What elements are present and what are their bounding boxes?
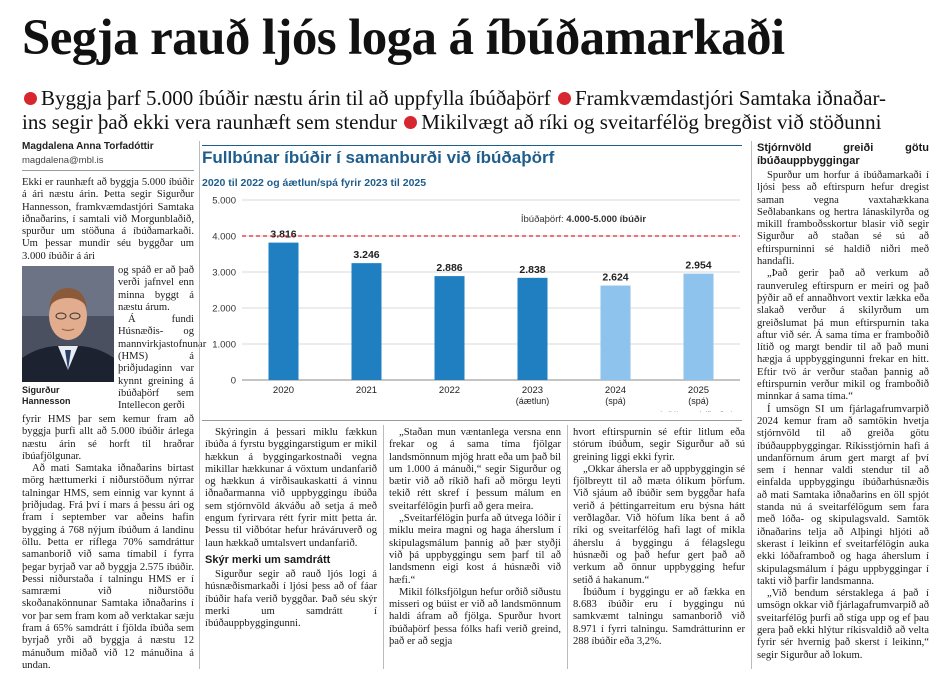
chart-source: Heimild/Samtök iðnaðarins	[651, 410, 740, 412]
x-tick-label: 2025	[688, 385, 709, 396]
subhead-point-2: Framkvæmdastjóri Samtaka iðnaðar-	[575, 86, 887, 110]
subhead-point-3: Mikilvægt að ríki og sveitarfélög bregði…	[421, 110, 882, 134]
column-divider	[567, 425, 568, 669]
data-label: 2.886	[436, 262, 462, 274]
chart-bottom-rule	[202, 420, 742, 421]
paragraph: Skýringin á þessari miklu fækkun íbúða á…	[205, 427, 377, 549]
section-heading: Stjórnvöld greiði götu íbúðauppbyggingar	[757, 142, 929, 167]
photo-caption: Sigurður Hannesson	[22, 385, 112, 407]
article-column-1-side: og spáð er að það verði jafnvel enn minn…	[118, 265, 207, 413]
paragraph: Ekki er raunhæft að byggja 5.000 íbúðir …	[22, 177, 194, 262]
data-label: 2.838	[519, 264, 545, 276]
data-label: 3.246	[353, 249, 379, 261]
bar	[517, 277, 548, 380]
x-tick-label: 2020	[273, 385, 294, 396]
column-divider	[383, 425, 384, 669]
x-tick-sublabel: (spá)	[605, 396, 626, 406]
chart-subtitle: 2020 til 2022 og áætlun/spá fyrir 2023 t…	[202, 177, 427, 189]
bar	[600, 285, 631, 380]
article-column-1: Ekki er raunhæft að byggja 5.000 íbúðir …	[22, 177, 194, 263]
data-label: 3.816	[270, 229, 296, 241]
paragraph: Í umsögn SI um fjárlagafrumvarpið 2024 k…	[757, 403, 929, 587]
y-tick-label: 2.000	[212, 304, 236, 315]
y-tick-label: 4.000	[212, 232, 236, 243]
x-tick-sublabel: (spá)	[688, 396, 709, 406]
article-column-5: Stjórnvöld greiði götu íbúðauppbyggingar…	[757, 142, 929, 662]
paragraph: hvort eftirspurnin sé eftir litlum eða s…	[573, 427, 745, 463]
data-label: 2.624	[602, 272, 628, 284]
article-column-2: Skýringin á þessari miklu fækkun íbúða á…	[205, 427, 377, 630]
column-divider	[751, 141, 752, 669]
paragraph: Íbúðum í byggingu er að fækka en 8.683 í…	[573, 586, 745, 648]
caption-line: Sigurður	[22, 385, 60, 395]
subhead-point-1: Byggja þarf 5.000 íbúðir næstu árin til …	[41, 86, 551, 110]
byline-divider	[22, 170, 194, 171]
subhead-point-2-cont: ins segir það ekki vera raunhæft sem ste…	[22, 110, 397, 134]
paragraph: „Okkar áhersla er að uppbyggingin sé fjö…	[573, 463, 745, 586]
reference-line-label: Íbúðaþörf: 4.000-5.000 íbúðir	[521, 214, 646, 225]
x-tick-label: 2021	[356, 385, 377, 396]
headline: Segja rauð ljós loga á íbúðamarkaði	[22, 10, 785, 66]
caption-line: Hannesson	[22, 396, 71, 406]
paragraph: og spáð er að það verði jafnvel enn minn…	[118, 265, 194, 313]
paragraph: Að mati Samtaka iðnaðarins birtast mörg …	[22, 463, 194, 671]
byline-author: Magdalena Anna Torfadóttir	[22, 141, 154, 152]
x-tick-sublabel: (áætlun)	[516, 396, 550, 406]
x-tick-label: 2022	[439, 385, 460, 396]
article-column-1-lower: fyrir HMS þar sem kemur fram að byggja þ…	[22, 414, 194, 672]
paragraph: Mikil fólksfjölgun hefur orðið síðustu m…	[389, 586, 561, 648]
paragraph: „Það gerir það að verkum að raunveruleg …	[757, 268, 929, 403]
article-column-3: „Staðan mun væntanlega versna enn frekar…	[389, 427, 561, 648]
y-tick-label: 1.000	[212, 340, 236, 351]
bar	[351, 263, 382, 380]
data-label: 2.954	[685, 260, 711, 272]
x-tick-label: 2024	[605, 385, 626, 396]
paragraph: Á fundi Húsnæðis- og mannvirkjastofnunar…	[118, 314, 207, 412]
subhead-line-2: ins segir það ekki vera raunhæft sem ste…	[22, 110, 932, 134]
reference-label-prefix: Íbúðaþörf:	[521, 214, 566, 225]
bar	[683, 273, 714, 380]
red-bullet-icon	[404, 116, 418, 129]
paragraph: Spurður um horfur á íbúðamarkaði í ljósi…	[757, 170, 929, 268]
subhead-line-1: Byggja þarf 5.000 íbúðir næstu árin til …	[22, 86, 932, 110]
chart-top-rule	[202, 145, 742, 146]
paragraph: Sigurður segir að rauð ljós logi á húsnæ…	[205, 568, 377, 630]
paragraph: „Staðan mun væntanlega versna enn frekar…	[389, 427, 561, 512]
y-tick-label: 3.000	[212, 268, 236, 279]
reference-label-value: 4.000-5.000 íbúðir	[566, 214, 646, 225]
bar	[268, 242, 299, 380]
article-column-4: hvort eftirspurnin sé eftir litlum eða s…	[573, 427, 745, 648]
x-tick-label: 2023	[522, 385, 543, 396]
paragraph: „Sveitarfélögin þurfa að útvega lóðir í …	[389, 513, 561, 586]
y-tick-label: 5.000	[212, 196, 236, 207]
paragraph: fyrir HMS þar sem kemur fram að byggja þ…	[22, 414, 194, 462]
subhead: Byggja þarf 5.000 íbúðir næstu árin til …	[22, 86, 932, 134]
red-bullet-icon	[558, 92, 571, 105]
chart-title: Fullbúnar íbúðir í samanburði við íbúðaþ…	[202, 148, 555, 167]
portrait-photo	[22, 266, 114, 382]
bar	[434, 276, 465, 380]
column-divider	[199, 141, 200, 669]
person-portrait-icon	[22, 266, 114, 382]
section-heading: Skýr merki um samdrátt	[205, 553, 331, 566]
paragraph: „Við bendum sérstaklega á það í umsögn o…	[757, 588, 929, 661]
byline-email[interactable]: magdalena@mbl.is	[22, 155, 104, 166]
red-bullet-icon	[24, 92, 37, 105]
y-tick-label: 0	[231, 376, 236, 387]
bar-chart: 0 1.000 2.000 3.000 4.000 5.000 3.816 2020 3.246…	[212, 196, 740, 413]
